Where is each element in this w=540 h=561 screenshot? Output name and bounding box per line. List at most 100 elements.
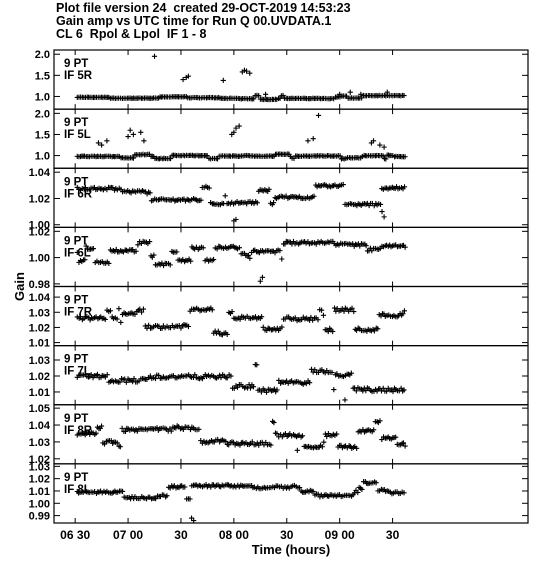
panel-frame (53, 108, 529, 169)
data-point (200, 245, 206, 251)
data-point (167, 155, 174, 162)
data-point (135, 242, 141, 248)
data-point (131, 376, 137, 382)
data-point (233, 125, 239, 131)
data-point (90, 245, 96, 252)
y-tick-label: 1.02 (29, 226, 50, 238)
y-tick-label: 2.0 (35, 108, 50, 120)
data-point (296, 485, 303, 491)
data-point (312, 367, 318, 373)
data-point (114, 316, 120, 322)
data-point (276, 377, 282, 384)
plot-header: Plot file version 24 created 29-OCT-2019… (56, 2, 351, 41)
data-point (229, 309, 235, 315)
data-point (224, 375, 230, 381)
data-point (254, 200, 260, 206)
data-point (151, 252, 157, 258)
data-point (104, 138, 110, 144)
data-point (188, 258, 194, 264)
data-point (245, 252, 252, 258)
data-point (127, 127, 133, 133)
data-point (310, 136, 316, 142)
y-tick-label: 1.01 (29, 387, 50, 399)
data-point (108, 438, 114, 444)
y-tick-label: 1.00 (29, 498, 50, 510)
data-point (258, 389, 265, 395)
data-point (218, 374, 224, 381)
data-point (402, 154, 408, 160)
x-tick-label: 07 00 (113, 528, 143, 542)
data-point (381, 144, 387, 150)
data-point (214, 246, 220, 252)
data-point (156, 372, 162, 378)
data-point (311, 193, 317, 199)
data-point (117, 444, 123, 450)
data-point (185, 73, 191, 79)
data-point (133, 248, 139, 254)
data-point (88, 372, 94, 378)
data-point (220, 77, 226, 84)
panel-frame (53, 463, 529, 524)
y-tick-label: 1.04 (29, 420, 51, 432)
x-tick-label: 09 00 (325, 528, 355, 542)
data-point (263, 91, 269, 97)
data-point (259, 274, 266, 280)
data-point (263, 389, 270, 395)
data-point (402, 443, 408, 449)
data-point (83, 243, 89, 249)
data-point (247, 255, 253, 261)
data-point (370, 138, 377, 144)
x-tick-label: 30 (280, 528, 294, 542)
data-point (381, 214, 387, 220)
data-point (147, 238, 153, 245)
data-point (282, 431, 289, 437)
data-point (236, 123, 242, 129)
data-point (377, 418, 383, 424)
x-tick-label: 08 00 (219, 528, 249, 542)
y-tick-label: 1.02 (29, 454, 50, 466)
x-tick-label: 30 (174, 528, 188, 542)
data-point (174, 249, 180, 255)
y-tick-label: 1.03 (29, 355, 50, 367)
data-point (118, 319, 124, 326)
y-tick-label: 1.5 (35, 70, 50, 82)
data-point (116, 306, 122, 312)
y-axis-label: Gain (12, 272, 27, 301)
data-point (315, 491, 321, 497)
data-point (371, 328, 377, 334)
data-point (247, 385, 254, 391)
data-point (147, 190, 153, 196)
panel-frame (53, 226, 529, 288)
data-point (94, 371, 101, 377)
data-point (400, 311, 406, 317)
data-point (104, 372, 110, 378)
y-tick-label: 1.03 (29, 307, 50, 319)
header-line-1: Plot file version 24 created 29-OCT-2019… (56, 1, 351, 15)
data-point (140, 306, 147, 312)
header-line-3: CL 6 Rpol & Lpol IF 1 - 8 (56, 27, 207, 41)
data-point (257, 278, 263, 284)
y-tick-label: 1.02 (29, 322, 50, 334)
data-point (277, 248, 283, 254)
data-point (247, 70, 253, 76)
panel-label-if: IF 5L (64, 129, 91, 141)
data-point (237, 316, 243, 322)
data-point (377, 201, 384, 208)
panel-label-points: 9 PT (64, 295, 88, 307)
data-point (270, 200, 277, 206)
data-point (351, 308, 357, 315)
data-point (236, 245, 242, 251)
data-point (384, 89, 390, 95)
data-point (114, 440, 120, 446)
y-tick-label: 0.99 (29, 511, 50, 523)
data-point (282, 241, 288, 247)
data-point (325, 328, 331, 335)
data-point (319, 444, 325, 450)
y-tick-label: 1.05 (29, 403, 50, 415)
data-point (393, 434, 399, 440)
data-point (363, 388, 369, 394)
data-point (371, 427, 377, 433)
x-tick-label: 06 30 (60, 528, 90, 542)
data-point (206, 185, 212, 191)
data-point (254, 362, 260, 368)
